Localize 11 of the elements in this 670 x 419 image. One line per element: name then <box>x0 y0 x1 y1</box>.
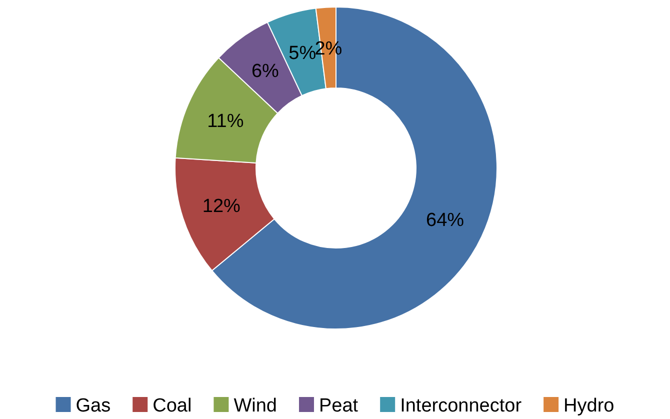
data-label: 6% <box>251 61 280 82</box>
data-label: 5% <box>288 42 316 64</box>
legend-label: Peat <box>318 396 359 417</box>
legend-label: Hydro <box>564 396 614 417</box>
legend-label: Gas <box>76 396 111 417</box>
data-label: 11% <box>207 110 244 132</box>
legend-label: Coal <box>152 396 192 417</box>
data-label: 12% <box>202 196 241 217</box>
legend-label: Interconnector <box>400 396 522 417</box>
legend-label: Wind <box>234 396 277 417</box>
data-label: 64% <box>426 210 464 231</box>
